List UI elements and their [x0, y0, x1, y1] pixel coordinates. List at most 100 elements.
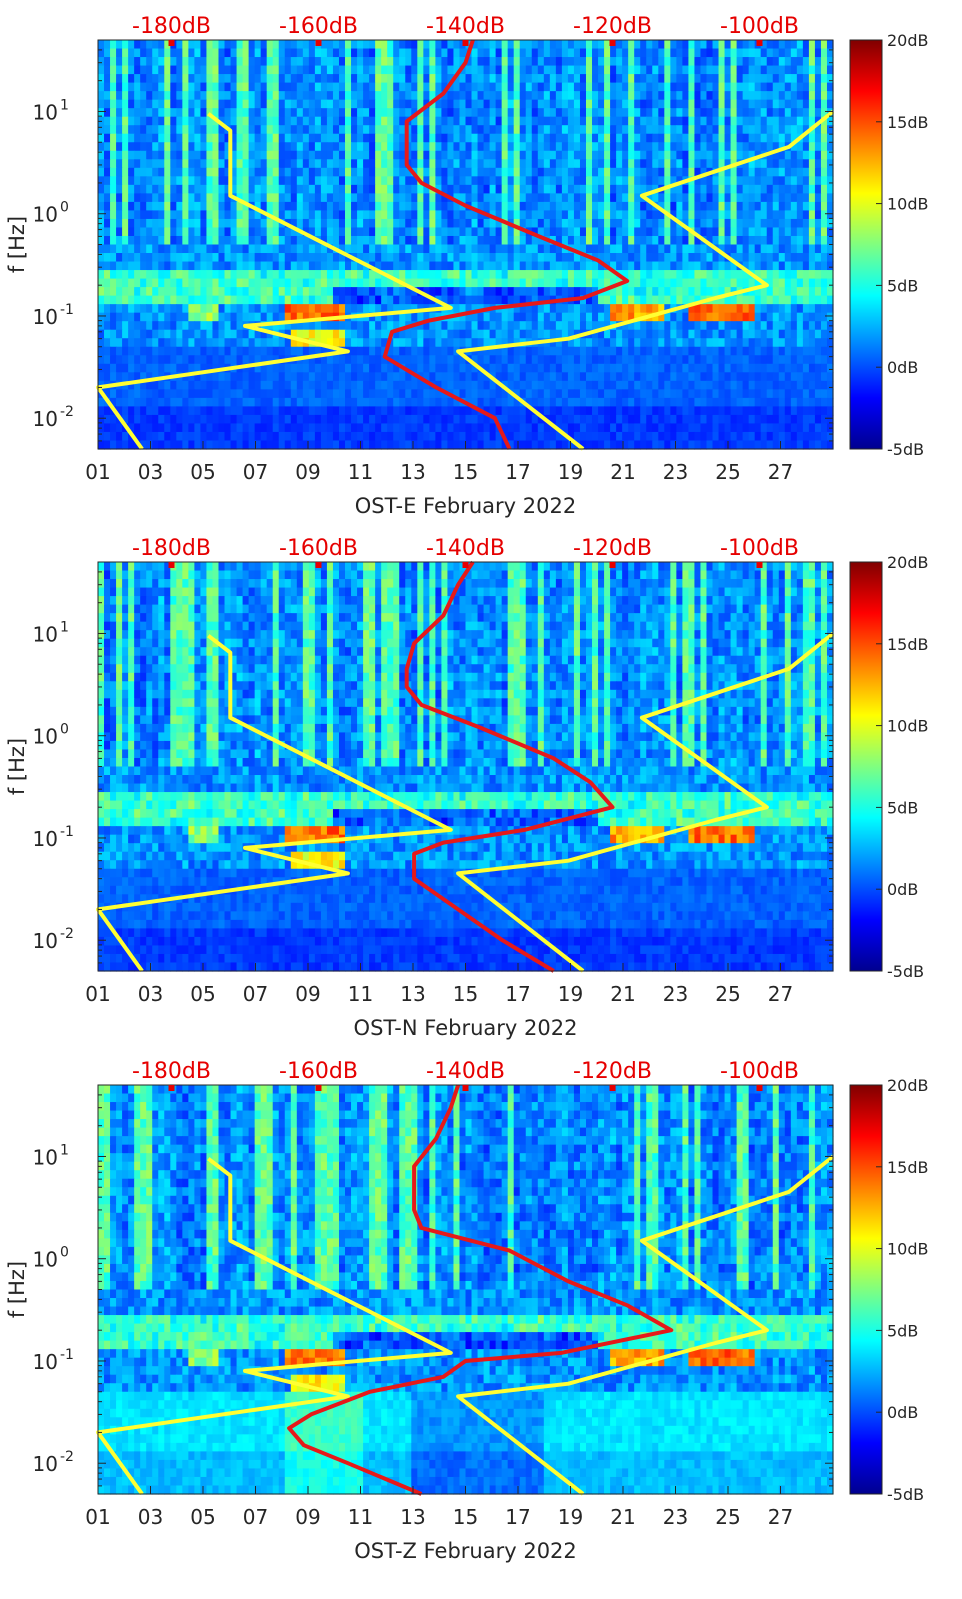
spectrogram-cell — [399, 210, 406, 220]
spectrogram-cell — [146, 48, 153, 58]
spectrogram-cell — [393, 176, 400, 186]
spectrogram-cell — [700, 312, 708, 322]
spectrogram-cell — [712, 108, 720, 118]
spectrogram-cell — [796, 380, 804, 390]
spectrogram-cell — [381, 150, 388, 160]
spectrogram-cell — [567, 338, 575, 348]
spectrogram-cell — [206, 116, 214, 126]
spectrogram-cell — [724, 227, 732, 237]
spectrogram-cell — [760, 244, 768, 254]
spectrogram-cell — [260, 116, 268, 126]
spectrogram-cell — [796, 278, 804, 288]
spectrogram-cell — [284, 116, 292, 126]
spectrogram-cell — [742, 65, 750, 75]
spectrogram-cell — [585, 338, 593, 348]
spectrogram-cell — [513, 193, 521, 203]
spectrogram-cell — [405, 329, 412, 339]
spectrogram-cell — [652, 321, 659, 331]
spectrogram-cell — [248, 363, 256, 373]
spectrogram-cell — [170, 355, 177, 365]
spectrogram-cell — [278, 227, 286, 237]
spectrogram-cell — [579, 261, 587, 271]
spectrogram-cell — [176, 295, 183, 305]
spectrogram-cell — [375, 82, 382, 92]
spectrogram-cell — [628, 338, 635, 348]
spectrogram-cell — [808, 65, 816, 75]
spectrogram-cell — [399, 82, 406, 92]
spectrogram-cell — [122, 40, 129, 50]
spectrogram-cell — [224, 287, 232, 297]
spectrogram-cell — [417, 321, 424, 331]
spectrogram-cell — [561, 304, 569, 314]
spectrogram-cell — [796, 355, 804, 365]
spectrogram-cell — [381, 355, 388, 365]
spectrogram-cell — [604, 99, 611, 109]
spectrogram-cell — [826, 261, 834, 271]
spectrogram-cell — [230, 40, 238, 50]
spectrogram-cell — [694, 355, 702, 365]
spectrogram-cell — [519, 363, 527, 373]
spectrogram-cell — [742, 270, 750, 280]
spectrogram-cell — [429, 235, 436, 246]
spectrogram-cell — [628, 312, 635, 322]
spectrogram-cell — [531, 227, 539, 237]
spectrogram-cell — [766, 65, 774, 75]
spectrogram-cell — [200, 346, 208, 356]
spectrogram-cell — [742, 40, 750, 50]
spectrogram-cell — [218, 244, 226, 254]
spectrogram-cell — [104, 235, 111, 246]
spectrogram-cell — [218, 125, 226, 135]
spectrogram-cell — [393, 48, 400, 58]
spectrogram-cell — [682, 125, 690, 135]
spectrogram-cell — [712, 329, 720, 339]
spectrogram-cell — [212, 218, 220, 229]
spectrogram-cell — [459, 278, 467, 288]
spectrogram-cell — [230, 346, 238, 356]
spectrogram-cell — [567, 321, 575, 331]
spectrogram-cell — [658, 159, 665, 169]
spectrogram-cell — [465, 338, 473, 348]
spectrogram-cell — [483, 74, 491, 84]
spectrogram-cell — [730, 150, 738, 160]
spectrogram-cell — [260, 329, 268, 339]
spectrogram-cell — [459, 287, 467, 297]
spectrogram-cell — [628, 142, 635, 152]
spectrogram-cell — [351, 125, 358, 135]
spectrogram-cell — [826, 287, 834, 297]
spectrogram-cell — [357, 142, 364, 152]
spectrogram-cell — [405, 278, 412, 288]
spectrogram-cell — [338, 261, 346, 271]
spectrogram-cell — [796, 270, 804, 280]
spectrogram-cell — [628, 355, 635, 365]
spectrogram-cell — [688, 329, 696, 339]
spectrogram-cell — [338, 270, 346, 280]
spectrogram-cell — [724, 346, 732, 356]
spectrogram-cell — [670, 99, 677, 109]
spectrogram-cell — [278, 116, 286, 126]
spectrogram-cell — [513, 125, 521, 135]
spectrogram-cell — [592, 363, 599, 373]
spectrogram-cell — [212, 295, 220, 305]
spectrogram-cell — [790, 65, 798, 75]
spectrogram-cell — [748, 142, 756, 152]
spectrogram-cell — [134, 363, 141, 373]
spectrogram-cell — [272, 261, 280, 271]
spectrogram-cell — [242, 40, 250, 50]
spectrogram-cell — [585, 295, 593, 305]
spectrogram-cell — [622, 321, 629, 331]
spectrogram-cell — [152, 329, 159, 339]
spectrogram-cell — [387, 193, 394, 203]
spectrogram-cell — [579, 108, 587, 118]
spectrogram-cell — [381, 261, 388, 271]
spectrogram-cell — [796, 48, 804, 58]
spectrogram-cell — [164, 201, 171, 212]
spectrogram-cell — [531, 142, 539, 152]
spectrogram-cell — [483, 184, 491, 194]
spectrogram-cell — [507, 48, 515, 58]
spectrogram-cell — [748, 48, 756, 58]
spectrogram-cell — [447, 142, 455, 152]
spectrogram-cell — [682, 261, 690, 271]
spectrogram-cell — [477, 235, 485, 246]
spectrogram-cell — [826, 355, 834, 365]
spectrogram-cell — [296, 201, 304, 212]
